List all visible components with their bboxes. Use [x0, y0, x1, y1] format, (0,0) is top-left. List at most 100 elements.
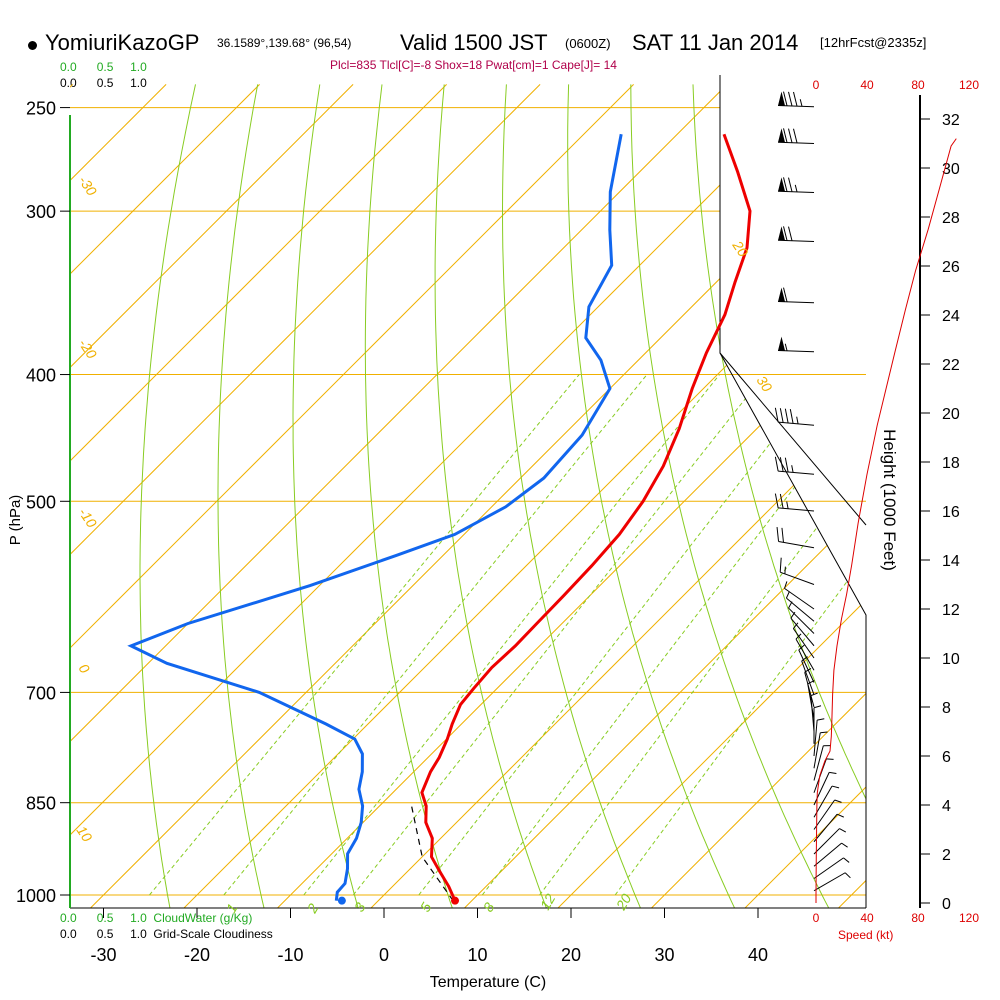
- isotherm-label: 30: [754, 373, 776, 395]
- isotherm-line: [70, 84, 821, 908]
- height-tick-label: 8: [942, 700, 951, 717]
- wind-barb-full: [783, 128, 788, 143]
- valid-time: Valid 1500 JST: [400, 30, 548, 55]
- cloudwater-tick: 1.0: [130, 60, 147, 74]
- wind-barb-staff: [801, 660, 815, 695]
- wind-barb-half: [843, 857, 850, 863]
- isotherm-layer: [70, 84, 866, 908]
- dewpoint-line: [127, 133, 623, 901]
- cloudiness-tick: 0.0: [60, 927, 77, 941]
- wind-barb-staff: [790, 617, 815, 647]
- isotherm-line: [355, 84, 866, 908]
- dry-adiabat-layer: [139, 84, 866, 908]
- wind-barb: [778, 128, 815, 144]
- frame-layer: [69, 75, 867, 909]
- wind-barb-full: [788, 128, 793, 143]
- wind-barb-full: [788, 226, 793, 241]
- mixing-ratio-line: [223, 374, 648, 896]
- wind-barb: [778, 226, 815, 242]
- wind-barb-half: [784, 566, 786, 574]
- mixing-ratio-label: 12: [537, 891, 559, 913]
- wind-barb-full: [779, 408, 784, 423]
- temperature-line: [420, 133, 752, 902]
- wind-barb-half: [817, 718, 825, 721]
- wind-barb: [813, 799, 842, 830]
- wind-barb-half: [826, 758, 834, 760]
- wind-barb-half: [839, 828, 847, 833]
- wind-barb: [813, 828, 847, 855]
- speed-label: Speed (kt): [838, 928, 894, 942]
- dry-adiabat-line: [434, 84, 553, 908]
- wind-barb-full: [784, 408, 789, 424]
- x-tick-label: 10: [467, 945, 487, 965]
- wind-barb-half: [798, 644, 805, 651]
- height-tick-label: 22: [942, 357, 960, 374]
- wind-barb: [778, 91, 815, 108]
- wind-barb-half: [836, 813, 844, 818]
- mixing-ratio-layer: [149, 374, 866, 896]
- wind-barb-half: [796, 416, 799, 424]
- speed-tick-bottom: 120: [959, 911, 979, 925]
- wind-barb: [774, 407, 815, 426]
- cloudwater-tick: 1.0: [130, 911, 147, 925]
- wind-barb-staff: [813, 828, 840, 855]
- mixing-ratio-line: [418, 374, 825, 896]
- mixing-ratio-label: 20: [612, 891, 634, 914]
- wind-barb-staff: [813, 842, 842, 867]
- x-axis-title: Temperature (C): [430, 974, 546, 991]
- plot-frame-right: [719, 75, 867, 908]
- speed-tick-top: 40: [860, 78, 874, 92]
- wind-barb-staff: [778, 470, 815, 475]
- wind-barb-staff: [778, 104, 815, 108]
- wind-barb-flag: [778, 177, 786, 192]
- cloudiness-label: Grid-Scale Cloudiness: [153, 927, 273, 941]
- wind-barb: [813, 842, 848, 867]
- x-tick-label: 20: [561, 945, 581, 965]
- isotherm-line: [168, 84, 866, 908]
- wind-barb-staff: [780, 571, 815, 585]
- wind-barb-half: [794, 184, 798, 193]
- wind-barb: [798, 644, 815, 683]
- forecast-info: [12hrFcst@2335z]: [820, 35, 927, 50]
- wind-barb-full: [774, 407, 779, 423]
- wind-barb: [779, 557, 815, 585]
- mixing-ratio-line: [481, 374, 866, 896]
- isotherm-line: [70, 84, 541, 908]
- isotherm-line: [70, 84, 260, 908]
- isotherm-line: [542, 84, 866, 908]
- wind-barb: [813, 705, 822, 744]
- isobar-layer: [70, 107, 866, 896]
- wind-barb-flag: [778, 336, 786, 351]
- mixing-ratio-line: [303, 374, 720, 896]
- wind-barb: [784, 581, 815, 610]
- cloudiness-tick: 1.0: [130, 76, 147, 90]
- height-tick-label: 0: [942, 896, 951, 913]
- wind-barb-staff: [778, 239, 815, 242]
- height-tick-label: 14: [942, 553, 960, 570]
- cloudiness-tick: 0.0: [60, 76, 77, 90]
- wind-barb-full: [779, 493, 784, 509]
- isotherm-line: [823, 84, 866, 908]
- wind-barb: [813, 745, 831, 781]
- wind-barb-half: [813, 705, 822, 709]
- wind-barb-half: [799, 99, 803, 107]
- height-axis-title: Height (1000 Feet): [880, 429, 899, 571]
- wind-barb-half: [784, 343, 788, 351]
- x-tick-label: -30: [90, 945, 116, 965]
- pressure-tick-label: 700: [26, 683, 56, 703]
- mixing-ratio-line: [149, 374, 580, 896]
- mixing-ratio-label: 8: [480, 900, 498, 915]
- isotherm-label: 20: [729, 237, 752, 260]
- wind-barb-full: [774, 456, 779, 472]
- wind-barb: [813, 731, 828, 769]
- surface-temperature-dot: [451, 896, 460, 905]
- wind-barb-staff: [807, 683, 815, 720]
- wind-barb: [774, 456, 815, 475]
- height-tick-label: 16: [942, 504, 960, 521]
- cloudwater-scale-top: 0.0 0.5 1.0: [60, 60, 147, 74]
- mixing-ratio-line: [352, 374, 765, 896]
- wind-barb-staff: [778, 421, 815, 426]
- isotherm-label: 10: [74, 823, 96, 845]
- pressure-tick-label: 250: [26, 99, 56, 119]
